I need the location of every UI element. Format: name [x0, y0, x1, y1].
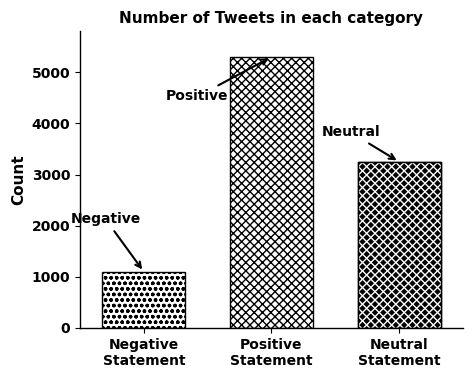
Bar [357, 162, 440, 328]
Bar [102, 272, 185, 328]
Text: Negative: Negative [71, 212, 141, 268]
Y-axis label: Count: Count [11, 154, 26, 205]
Bar [357, 162, 440, 328]
Text: Neutral: Neutral [321, 125, 395, 159]
Text: Positive: Positive [166, 60, 267, 103]
Bar [357, 162, 440, 328]
Bar [357, 162, 440, 328]
Title: Number of Tweets in each category: Number of Tweets in each category [119, 11, 423, 26]
Bar [230, 57, 313, 328]
